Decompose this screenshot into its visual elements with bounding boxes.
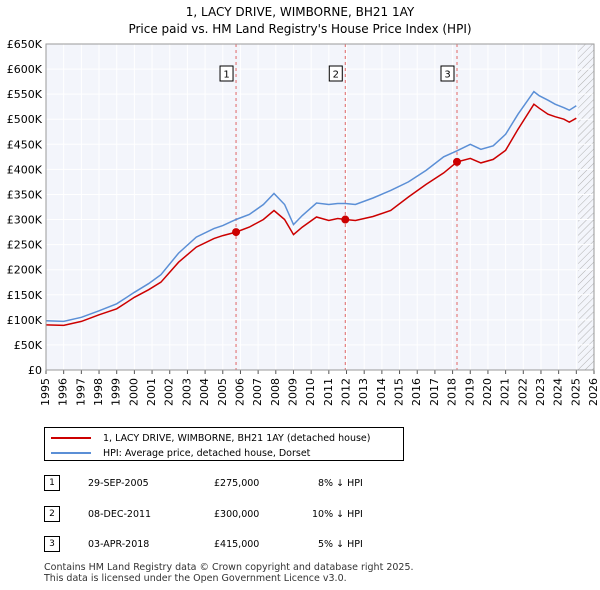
footer: Contains HM Land Registry data © Crown c…	[44, 562, 414, 584]
sale-label-box	[440, 65, 455, 82]
x-tick-label: 2017	[428, 378, 441, 406]
y-tick-label: £350K	[7, 188, 43, 201]
legend-swatch-property	[51, 437, 91, 439]
y-tick-label: £250K	[7, 239, 43, 252]
x-tick-label: 2018	[446, 378, 459, 406]
sale-price: £275,000	[214, 478, 260, 489]
y-tick-label: £450K	[7, 138, 43, 151]
sale-hpi-delta: 5% ↓ HPI	[318, 539, 363, 550]
x-tick-label: 2020	[481, 378, 494, 406]
sale-number-badge: 2	[44, 506, 60, 522]
x-tick-label: 2004	[198, 378, 211, 406]
x-tick-label: 2015	[393, 378, 406, 406]
x-tick-label: 2006	[233, 378, 246, 406]
y-tick-label: £500K	[7, 113, 43, 126]
x-tick-label: 2024	[552, 378, 565, 406]
x-tick-label: 2021	[499, 378, 512, 406]
sales-row: 1 29-SEP-2005 £275,000 8% ↓ HPI	[0, 475, 600, 493]
sale-point	[453, 157, 461, 166]
x-tick-label: 2010	[304, 378, 317, 406]
legend-swatch-hpi	[51, 452, 91, 454]
property-price-line	[45, 103, 577, 327]
x-tick-label: 2013	[357, 378, 370, 406]
x-tick-label: 2011	[322, 378, 335, 406]
y-tick-label: £550K	[7, 88, 43, 101]
sale-hpi-delta: 10% ↓ HPI	[312, 509, 363, 520]
y-tick-label: £400K	[7, 163, 43, 176]
legend-label-hpi: HPI: Average price, detached house, Dors…	[103, 447, 311, 459]
x-tick-label: 2012	[340, 378, 353, 406]
sale-number-badge: 1	[44, 475, 60, 491]
x-tick-label: 2008	[269, 378, 282, 406]
x-tick-label: 2014	[375, 378, 388, 406]
chart-legend: 1, LACY DRIVE, WIMBORNE, BH21 1AY (detac…	[44, 427, 404, 461]
x-tick-label: 2022	[516, 378, 529, 406]
sale-point	[341, 215, 350, 224]
x-tick-label: 1996	[57, 378, 70, 406]
y-tick-label: £50K	[14, 339, 43, 352]
footer-license: This data is licensed under the Open Gov…	[44, 573, 347, 584]
legend-label-property: 1, LACY DRIVE, WIMBORNE, BH21 1AY (detac…	[103, 432, 371, 444]
y-tick-label: £600K	[7, 63, 43, 76]
sale-date: 08-DEC-2011	[88, 509, 152, 520]
x-tick-label: 2000	[127, 378, 140, 406]
legend-item-property: 1, LACY DRIVE, WIMBORNE, BH21 1AY (detac…	[51, 431, 370, 445]
sale-date: 03-APR-2018	[88, 539, 150, 550]
sale-label-box	[219, 65, 234, 82]
x-tick-label: 1997	[74, 378, 87, 406]
y-tick-label: £0	[28, 364, 42, 377]
y-tick-label: £150K	[7, 289, 43, 302]
plot-area	[46, 44, 594, 370]
plot-frame	[45, 43, 595, 371]
sale-number-badge: 3	[44, 536, 60, 552]
x-tick-label: 1995	[39, 378, 52, 406]
legend-item-hpi: HPI: Average price, detached house, Dors…	[51, 446, 310, 460]
forecast-hatch-region	[578, 44, 594, 370]
sale-hpi-delta: 8% ↓ HPI	[318, 478, 363, 489]
x-tick-label: 1999	[110, 378, 123, 406]
y-tick-label: £200K	[7, 264, 43, 277]
x-tick-label: 1998	[92, 378, 105, 406]
chart-title: 1, LACY DRIVE, WIMBORNE, BH21 1AY	[185, 5, 415, 19]
x-tick-label: 2005	[216, 378, 229, 406]
x-tick-label: 2007	[251, 378, 264, 406]
x-tick-label: 2026	[587, 378, 600, 406]
x-tick-label: 2009	[286, 378, 299, 406]
sale-price: £300,000	[214, 509, 260, 520]
sale-label-number: 3	[444, 70, 450, 81]
x-tick-label: 2023	[534, 378, 547, 406]
x-tick-label: 2001	[145, 378, 158, 406]
sale-label-box	[328, 65, 343, 82]
sale-point	[232, 228, 241, 237]
x-tick-label: 2016	[410, 378, 423, 406]
hpi-line	[45, 90, 577, 323]
sales-row: 2 08-DEC-2011 £300,000 10% ↓ HPI	[0, 506, 600, 524]
sale-label-number: 2	[333, 70, 339, 81]
x-tick-label: 2019	[463, 378, 476, 406]
sale-date: 29-SEP-2005	[88, 478, 149, 489]
price-chart: £0 £50K £100K £150K £200K £250K £300K £350K £400…	[7, 38, 600, 406]
x-tick-label: 2002	[163, 378, 176, 406]
chart-subtitle: Price paid vs. HM Land Registry's House …	[128, 22, 472, 36]
footer-copyright: Contains HM Land Registry data © Crown c…	[44, 562, 414, 573]
y-tick-label: £300K	[7, 214, 43, 227]
y-tick-label: £650K	[7, 38, 43, 51]
chart-title-block: 1, LACY DRIVE, WIMBORNE, BH21 1AY Price …	[0, 4, 600, 38]
sale-price: £415,000	[214, 539, 260, 550]
sale-label-number: 1	[223, 70, 229, 81]
x-tick-label: 2003	[180, 378, 193, 406]
x-tick-label: 2025	[569, 378, 582, 406]
y-tick-label: £100K	[7, 314, 43, 327]
sales-row: 3 03-APR-2018 £415,000 5% ↓ HPI	[0, 536, 600, 554]
